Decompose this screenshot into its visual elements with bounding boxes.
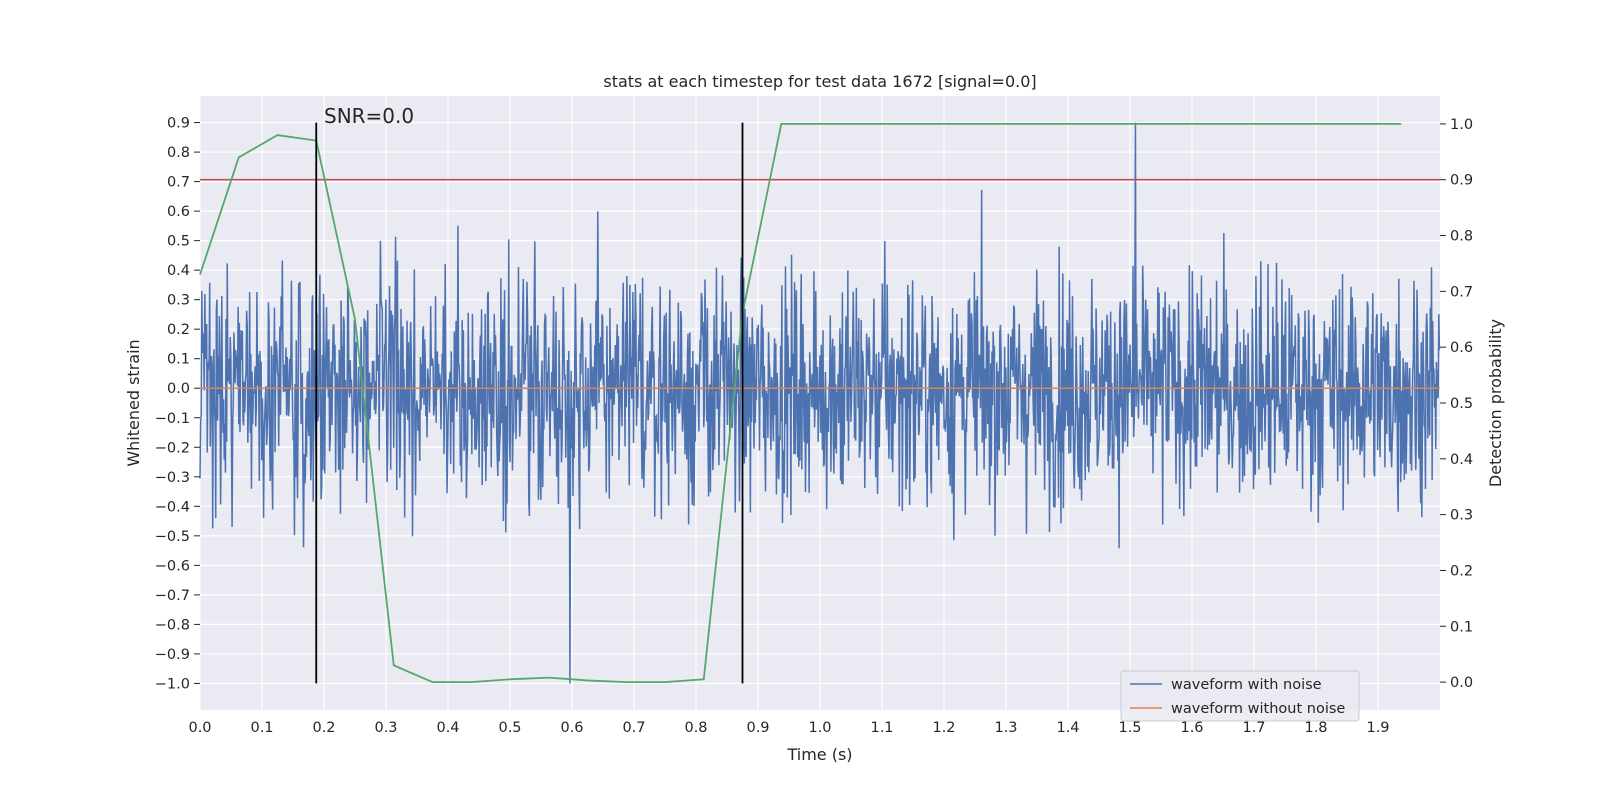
y-tick-label: −0.9 xyxy=(155,647,190,663)
line-layer xyxy=(199,122,1440,684)
legend-box xyxy=(1120,670,1360,722)
x-tick-label: 0.6 xyxy=(560,720,583,736)
x-tick-label: 1.0 xyxy=(808,720,831,736)
y-tick-label: 0.1 xyxy=(167,352,190,368)
y2-axis-label: Detection probability xyxy=(1486,319,1505,487)
x-tick-label: 0.9 xyxy=(746,720,769,736)
y-tick-label: −0.8 xyxy=(155,617,190,633)
y2-tick-label: 0.9 xyxy=(1450,173,1473,189)
y-tick-label: −0.1 xyxy=(155,411,190,427)
x-tick-label: 0.1 xyxy=(250,720,273,736)
x-tick-label: 0.7 xyxy=(622,720,645,736)
y-tick-label: −0.4 xyxy=(155,499,190,515)
y2-tick-label: 1.0 xyxy=(1450,117,1473,133)
y-tick-label: 0.9 xyxy=(167,116,190,132)
y-tick-label: −1.0 xyxy=(155,676,190,692)
y-tick-label: 0.5 xyxy=(167,234,190,250)
y-tick-label: 0.6 xyxy=(167,204,190,220)
y2-tick-label: 0.8 xyxy=(1450,229,1473,245)
y2-tick-label: 0.7 xyxy=(1450,284,1473,300)
y2-tick-label: 0.6 xyxy=(1450,340,1473,356)
x-tick-label: 1.7 xyxy=(1242,720,1265,736)
x-tick-label: 1.2 xyxy=(932,720,955,736)
x-tick-label: 0.0 xyxy=(188,720,211,736)
y-tick-label: −0.7 xyxy=(155,588,190,604)
y-tick-label: 0.2 xyxy=(167,322,190,338)
x-tick-label: 1.1 xyxy=(870,720,893,736)
y-tick-label: −0.5 xyxy=(155,529,190,545)
y-axis-right: 1.0 0.9 0.8 0.7 0.6 0.5 0.4 0.3 0.2 0.1 0.0 xyxy=(1440,117,1473,691)
y2-tick-label: 0.5 xyxy=(1450,396,1473,412)
x-tick-label: 1.9 xyxy=(1366,720,1389,736)
y-axis-label: Whitened strain xyxy=(124,339,143,466)
x-tick-label: 0.8 xyxy=(684,720,707,736)
y2-tick-label: 0.2 xyxy=(1450,563,1473,579)
snr-annotation: SNR=0.0 xyxy=(324,104,414,128)
y-tick-label: −0.2 xyxy=(155,440,190,456)
x-tick-label: 1.4 xyxy=(1056,720,1079,736)
y-tick-label: 0.4 xyxy=(167,263,190,279)
y-tick-label: −0.6 xyxy=(155,558,190,574)
x-tick-label: 1.3 xyxy=(994,720,1017,736)
legend: waveform with noise waveform without noi… xyxy=(1120,670,1360,722)
legend-label-clean: waveform without noise xyxy=(1171,701,1345,717)
x-tick-label: 0.2 xyxy=(312,720,335,736)
y2-tick-label: 0.3 xyxy=(1450,508,1473,524)
noise-series xyxy=(199,122,1441,684)
y2-tick-label: 0.0 xyxy=(1450,675,1473,691)
y-tick-label: 0.3 xyxy=(167,293,190,309)
y2-tick-label: 0.1 xyxy=(1450,619,1473,635)
y-tick-label: −0.3 xyxy=(155,470,190,486)
chart-title: stats at each timestep for test data 167… xyxy=(603,72,1036,91)
noise-waveform-line xyxy=(199,122,1441,684)
x-axis: 0.0 0.1 0.2 0.3 0.4 0.5 0.6 0.7 0.8 0.9 1.0 1.1 1.2 1… xyxy=(188,720,1389,736)
x-tick-label: 1.6 xyxy=(1180,720,1203,736)
detection-probability-line xyxy=(199,123,1402,683)
x-tick-label: 1.5 xyxy=(1118,720,1141,736)
x-axis-label: Time (s) xyxy=(786,745,852,764)
legend-label-noise: waveform with noise xyxy=(1171,677,1322,693)
y-tick-label: 0.0 xyxy=(167,381,190,397)
grid xyxy=(199,96,1440,710)
y-tick-label: 0.7 xyxy=(167,175,190,191)
y2-tick-label: 0.4 xyxy=(1450,452,1473,468)
y-axis-left: 0.9 0.8 0.7 0.6 0.5 0.4 0.3 0.2 0.1 0.0 −0.1 −0.2 −0… xyxy=(155,116,200,692)
x-tick-label: 0.4 xyxy=(436,720,459,736)
x-tick-label: 1.8 xyxy=(1304,720,1327,736)
x-tick-label: 0.5 xyxy=(498,720,521,736)
x-tick-label: 0.3 xyxy=(374,720,397,736)
y-tick-label: 0.8 xyxy=(167,145,190,161)
